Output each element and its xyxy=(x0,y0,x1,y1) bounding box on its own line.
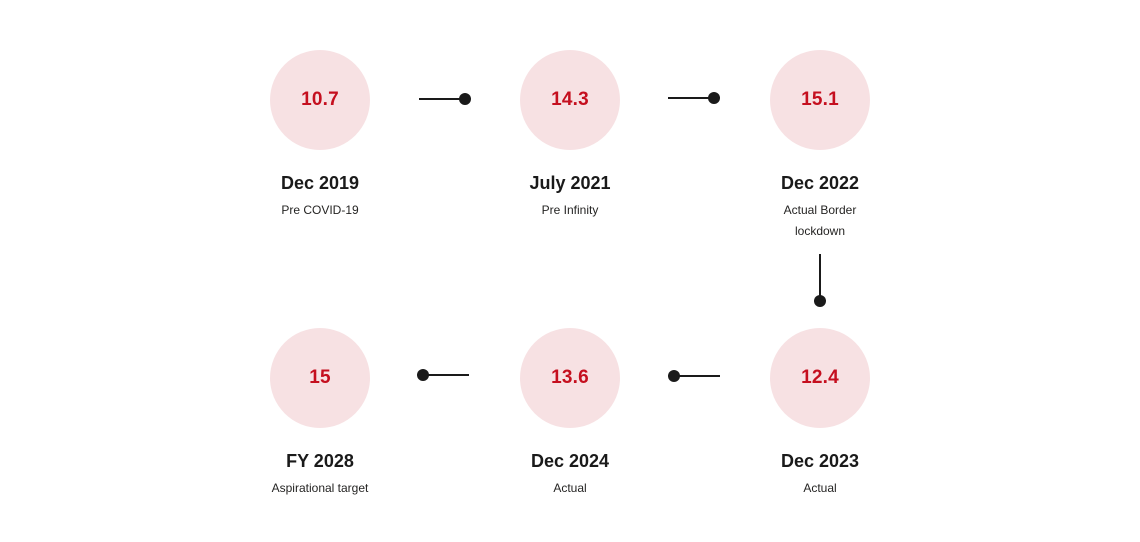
milestone-title: FY 2028 xyxy=(286,451,354,471)
arrow-dot xyxy=(459,93,471,105)
arrow-dot xyxy=(417,369,429,381)
milestone-title: Dec 2019 xyxy=(280,173,360,193)
milestone-subtitle: Pre Infinity xyxy=(541,203,599,217)
arrow-line xyxy=(668,97,714,99)
milestone-value: 12.4 xyxy=(801,367,839,388)
milestone-title: Dec 2023 xyxy=(780,451,860,471)
milestone-circle-fy-2028: 15 xyxy=(270,328,370,428)
milestone-dec-2023: 12.4 Dec 2023 Actual xyxy=(760,328,880,499)
milestone-title: July 2021 xyxy=(529,173,611,193)
milestone-dec-2024: 13.6 Dec 2024 Actual xyxy=(510,328,630,499)
arrow-dec2022-to-dec2023-icon xyxy=(814,254,826,307)
milestone-title: Dec 2024 xyxy=(530,451,610,471)
arrow-dot xyxy=(814,295,826,307)
milestone-circle-dec-2022: 15.1 xyxy=(770,50,870,150)
arrow-dec2019-to-july2021-icon xyxy=(419,93,471,105)
arrow-dot xyxy=(668,370,680,382)
milestone-dec-2022: 15.1 Dec 2022 Actual Border lockdown xyxy=(760,50,880,242)
milestone-circle-dec-2019: 10.7 xyxy=(270,50,370,150)
milestone-value: 13.6 xyxy=(551,367,589,388)
arrow-july2021-to-dec2022-icon xyxy=(668,92,720,104)
milestone-subtitle: Aspirational target xyxy=(271,481,369,495)
milestone-subtitle: Actual xyxy=(803,481,837,495)
arrow-line xyxy=(819,254,821,296)
milestone-value: 15.1 xyxy=(801,89,839,110)
milestone-dec-2019: 10.7 Dec 2019 Pre COVID-19 xyxy=(260,50,380,221)
milestone-circle-dec-2024: 13.6 xyxy=(520,328,620,428)
arrow-dec2023-to-dec2024-icon xyxy=(668,370,720,382)
milestone-value: 10.7 xyxy=(301,89,339,110)
arrow-line xyxy=(674,375,720,377)
milestone-title: Dec 2022 xyxy=(780,173,860,193)
milestone-subtitle: Actual Border lockdown xyxy=(783,203,857,238)
milestone-value: 15 xyxy=(309,367,331,388)
arrow-dot xyxy=(708,92,720,104)
milestone-value: 14.3 xyxy=(551,89,589,110)
arrow-line xyxy=(423,374,469,376)
milestone-subtitle: Pre COVID-19 xyxy=(281,203,359,217)
arrow-line xyxy=(419,98,465,100)
milestone-circle-july-2021: 14.3 xyxy=(520,50,620,150)
milestone-fy-2028: 15 FY 2028 Aspirational target xyxy=(260,328,380,499)
milestone-subtitle: Actual xyxy=(553,481,587,495)
arrow-dec2024-to-fy2028-icon xyxy=(417,369,469,381)
milestone-july-2021: 14.3 July 2021 Pre Infinity xyxy=(510,50,630,221)
milestone-circle-dec-2023: 12.4 xyxy=(770,328,870,428)
